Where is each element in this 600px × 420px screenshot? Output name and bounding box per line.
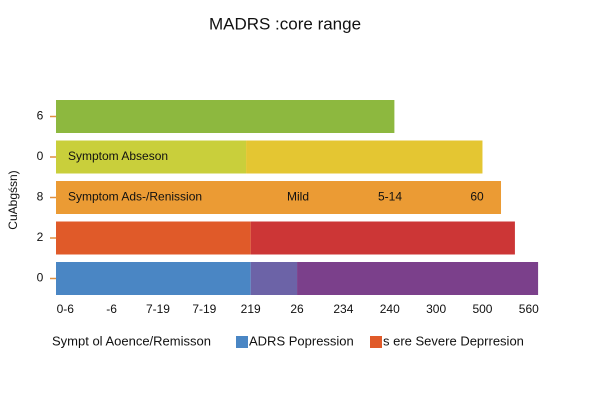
bar-segment: [246, 140, 483, 174]
x-tick-label: 240: [380, 302, 400, 316]
x-tick-label: 560: [519, 302, 539, 316]
x-tick-label: 7-19: [146, 302, 170, 316]
bar-text: 5-14: [378, 190, 402, 204]
x-tick-label: 0-6: [57, 302, 75, 316]
x-tick-label: 26: [290, 302, 304, 316]
y-tick-label: 2: [37, 230, 44, 244]
bar-segment: [56, 181, 502, 214]
y-tick-label: 6: [37, 109, 44, 123]
x-tick-label: -6: [106, 302, 117, 316]
bar-segment: [297, 262, 539, 295]
legend-label: ADRS Popression: [249, 333, 354, 348]
y-axis-label: CuAbgśsn): [6, 170, 20, 229]
bar-segment: [56, 262, 251, 295]
chart-title: MADRS :core range: [209, 14, 361, 33]
bar-segment: [250, 262, 298, 295]
y-tick-label: 0: [37, 271, 44, 285]
x-tick-label: 234: [333, 302, 353, 316]
bar-text: Mild: [287, 190, 309, 204]
bar-segment: [250, 221, 515, 255]
y-tick-label: 8: [37, 190, 44, 204]
bar-segment: [56, 221, 251, 255]
bar-text: Symptom Abseson: [68, 149, 168, 163]
x-tick-label: 7-19: [192, 302, 216, 316]
bar-text: 60: [470, 190, 484, 204]
y-tick-label: 0: [37, 149, 44, 163]
legend-label: s ere Severe Deprresion: [383, 333, 524, 348]
bar-text: Symptom Ads-/Renission: [68, 190, 202, 204]
legend-label: Sympt ol Aoence/Remisson: [52, 333, 211, 348]
legend-swatch: [236, 336, 248, 348]
x-tick-label: 500: [472, 302, 492, 316]
legend-swatch: [370, 336, 382, 348]
bar-segment: [56, 100, 395, 133]
bar-segment: [56, 140, 247, 174]
x-tick-label: 300: [426, 302, 446, 316]
x-tick-label: 219: [241, 302, 261, 316]
